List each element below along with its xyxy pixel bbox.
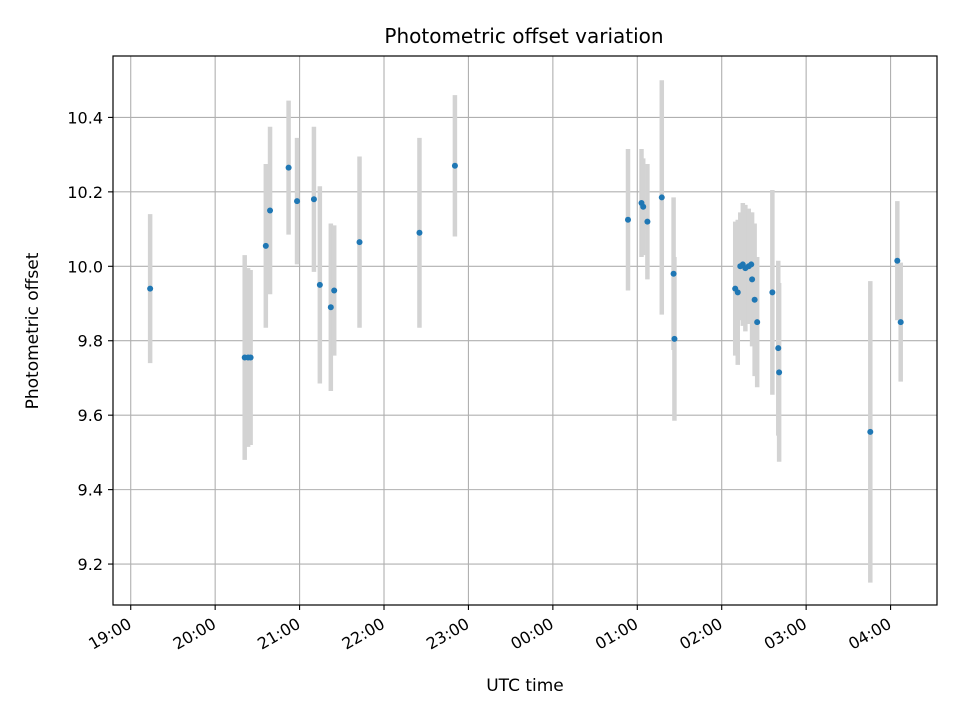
data-point xyxy=(285,164,292,171)
data-point xyxy=(262,242,269,249)
plot-frame xyxy=(112,55,938,606)
data-point xyxy=(775,345,782,352)
data-points xyxy=(147,162,904,435)
data-point xyxy=(644,218,651,225)
data-point xyxy=(416,229,423,236)
data-point xyxy=(769,289,776,296)
data-point xyxy=(776,369,783,376)
y-tick-label: 10.4 xyxy=(67,108,103,127)
data-point xyxy=(310,196,317,203)
data-point xyxy=(658,194,665,201)
data-point xyxy=(897,319,904,326)
data-point xyxy=(316,281,323,288)
data-point xyxy=(331,287,338,294)
x-axis-label: UTC time xyxy=(486,676,564,696)
data-point xyxy=(894,257,901,264)
data-point xyxy=(751,296,758,303)
data-point xyxy=(356,239,363,246)
data-point xyxy=(748,261,755,268)
data-point xyxy=(671,335,678,342)
data-point xyxy=(327,304,334,311)
data-point xyxy=(451,162,458,169)
y-axis: 9.2 9.4 9.6 9.8 10.0 10.2 10.4 xyxy=(67,108,113,574)
chart-title: Photometric offset variation xyxy=(384,24,663,48)
y-tick-label: 10.0 xyxy=(67,257,103,276)
data-point xyxy=(640,203,647,210)
y-tick-label: 10.2 xyxy=(67,183,103,202)
y-tick-label: 9.8 xyxy=(78,332,103,351)
data-point xyxy=(670,270,677,277)
data-point xyxy=(267,207,274,214)
y-tick-label: 9.6 xyxy=(78,406,103,425)
data-point xyxy=(625,216,631,223)
grid xyxy=(113,56,937,605)
data-point xyxy=(749,276,756,283)
y-tick-label: 9.4 xyxy=(78,481,103,500)
data-point xyxy=(294,198,301,205)
y-axis-label: Photometric offset xyxy=(23,252,43,409)
y-tick-label: 9.2 xyxy=(78,555,103,574)
data-point xyxy=(247,354,254,361)
data-point xyxy=(754,319,761,326)
data-point xyxy=(867,428,874,435)
data-point xyxy=(147,285,154,292)
data-point xyxy=(734,289,741,296)
